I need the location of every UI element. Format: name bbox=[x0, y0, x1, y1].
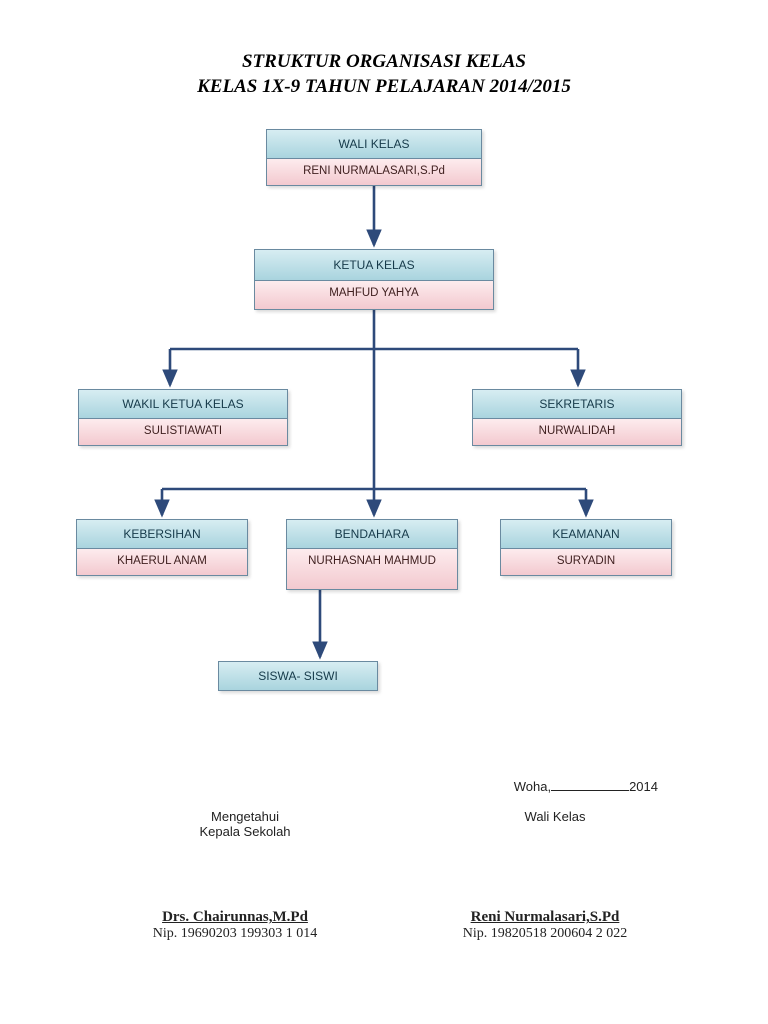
title-line2: KELAS 1X-9 TAHUN PELAJARAN 2014/2015 bbox=[0, 75, 768, 100]
left-nip: Nip. 19690203 199303 1 014 bbox=[105, 926, 365, 942]
right-nip: Nip. 19820518 200604 2 022 bbox=[415, 926, 675, 942]
node-wakil-role: WAKIL KETUA KELAS bbox=[79, 390, 287, 419]
node-kebersihan: KEBERSIHANKHAERUL ANAM bbox=[76, 519, 248, 576]
place-date: Woha, 2014 bbox=[514, 779, 658, 794]
sign-right-name-block: Reni Nurmalasari,S.Pd Nip. 19820518 2006… bbox=[415, 909, 675, 942]
sign-left-name-block: Drs. Chairunnas,M.Pd Nip. 19690203 19930… bbox=[105, 909, 365, 942]
node-kebersihan-person: KHAERUL ANAM bbox=[77, 549, 247, 575]
node-wali: WALI KELASRENI NURMALASARI,S.Pd bbox=[266, 129, 482, 186]
node-keamanan: KEAMANANSURYADIN bbox=[500, 519, 672, 576]
node-wali-person: RENI NURMALASARI,S.Pd bbox=[267, 159, 481, 185]
node-keamanan-role: KEAMANAN bbox=[501, 520, 671, 549]
sign-right-title: Wali Kelas bbox=[430, 809, 680, 824]
node-siswa: SISWA- SISWI bbox=[218, 661, 378, 691]
node-bendahara: BENDAHARANURHASNAH MAHMUD bbox=[286, 519, 458, 590]
node-bendahara-person: NURHASNAH MAHMUD bbox=[287, 549, 457, 589]
node-kebersihan-role: KEBERSIHAN bbox=[77, 520, 247, 549]
right-title: Wali Kelas bbox=[430, 809, 680, 824]
org-chart: WALI KELASRENI NURMALASARI,S.Pd KETUA KEL… bbox=[0, 99, 768, 779]
left-title1: Mengetahui bbox=[120, 809, 370, 824]
node-keamanan-person: SURYADIN bbox=[501, 549, 671, 575]
year: 2014 bbox=[629, 779, 658, 794]
node-ketua-role: KETUA KELAS bbox=[255, 250, 493, 281]
title-line1: STRUKTUR ORGANISASI KELAS bbox=[0, 50, 768, 75]
sign-left-title: Mengetahui Kepala Sekolah bbox=[120, 809, 370, 839]
left-name: Drs. Chairunnas,M.Pd bbox=[105, 909, 365, 926]
node-sekretaris-role: SEKRETARIS bbox=[473, 390, 681, 419]
node-wakil-person: SULISTIAWATI bbox=[79, 419, 287, 445]
node-ketua-person: MAHFUD YAHYA bbox=[255, 281, 493, 309]
page-title: STRUKTUR ORGANISASI KELAS KELAS 1X-9 TAH… bbox=[0, 0, 768, 99]
node-siswa-role: SISWA- SISWI bbox=[219, 662, 377, 690]
right-name: Reni Nurmalasari,S.Pd bbox=[415, 909, 675, 926]
node-sekretaris: SEKRETARISNURWALIDAH bbox=[472, 389, 682, 446]
left-title2: Kepala Sekolah bbox=[120, 824, 370, 839]
node-bendahara-role: BENDAHARA bbox=[287, 520, 457, 549]
place: Woha, bbox=[514, 779, 551, 794]
date-blank bbox=[551, 780, 629, 792]
node-wakil: WAKIL KETUA KELASSULISTIAWATI bbox=[78, 389, 288, 446]
node-wali-role: WALI KELAS bbox=[267, 130, 481, 159]
node-ketua: KETUA KELASMAHFUD YAHYA bbox=[254, 249, 494, 310]
node-sekretaris-person: NURWALIDAH bbox=[473, 419, 681, 445]
